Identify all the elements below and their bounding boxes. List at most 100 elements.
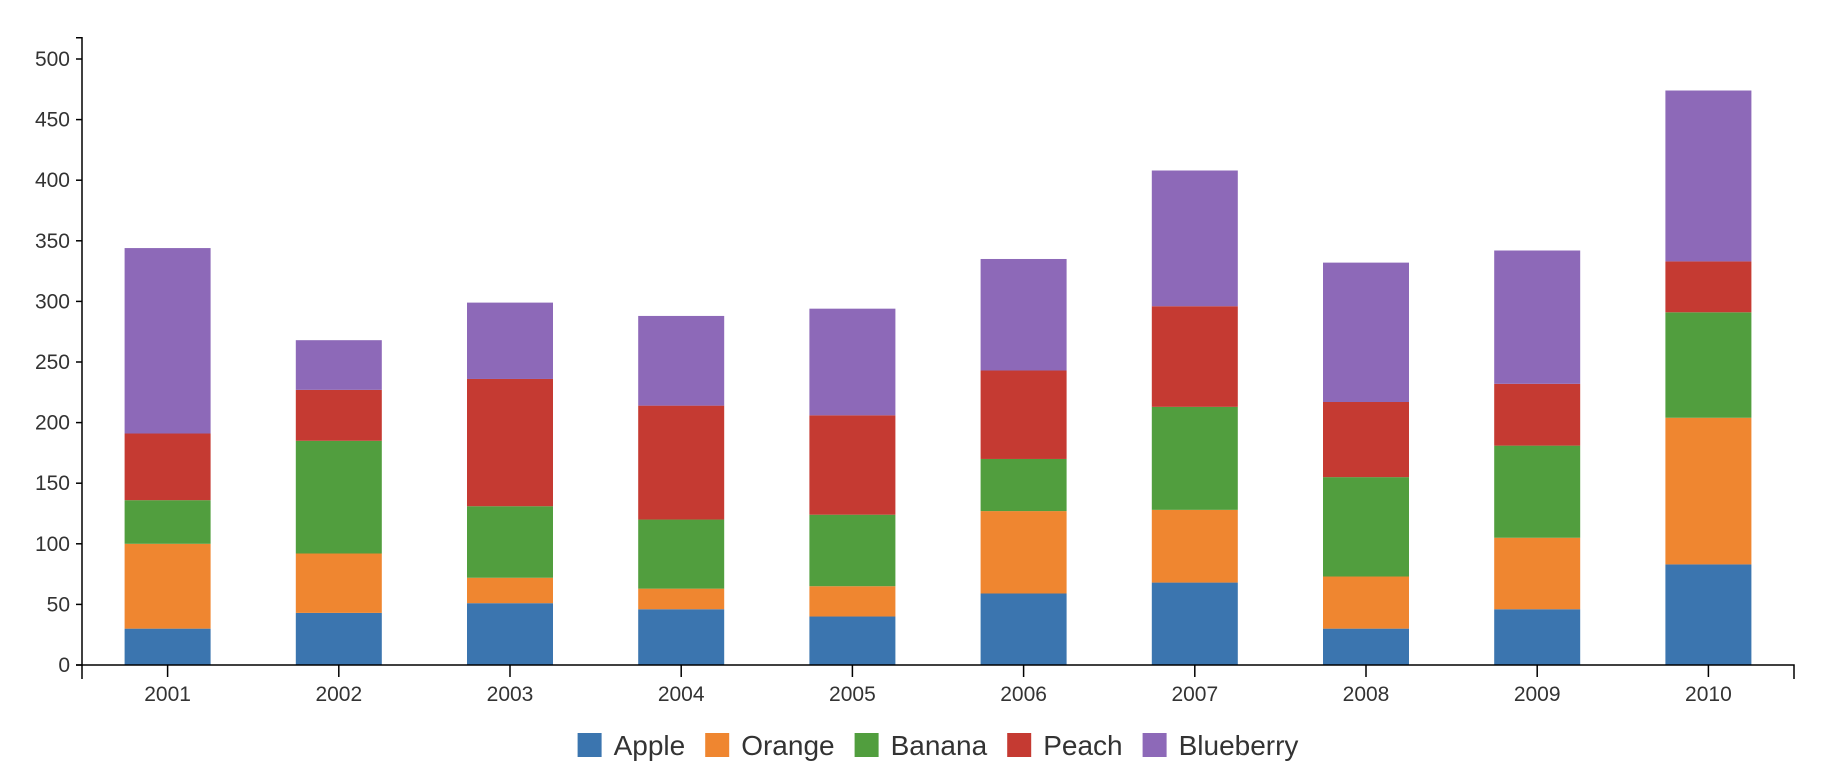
x-tick-label-2005: 2005 xyxy=(829,683,876,706)
bar-orange-2006 xyxy=(980,511,1067,594)
legend-swatch-banana xyxy=(854,733,879,757)
bar-banana-2002 xyxy=(295,440,382,554)
bar-stack-2003 xyxy=(467,302,553,665)
bar-blueberry-2001 xyxy=(124,248,211,434)
bar-apple-2005 xyxy=(809,616,896,665)
bar-stack-2009 xyxy=(1494,250,1581,665)
bar-peach-2006 xyxy=(980,370,1067,459)
x-tick-label-2006: 2006 xyxy=(1000,683,1047,706)
bar-orange-2010 xyxy=(1665,417,1752,565)
bar-stack-2007 xyxy=(1151,170,1238,665)
bar-stack-2005 xyxy=(809,308,896,665)
legend-item-banana: Banana xyxy=(854,730,988,761)
bar-orange-2007 xyxy=(1151,509,1238,583)
bar-peach-2004 xyxy=(638,405,725,520)
bar-blueberry-2007 xyxy=(1151,170,1238,307)
bar-blueberry-2008 xyxy=(1323,262,1409,402)
bar-blueberry-2004 xyxy=(638,315,725,406)
y-tick-label-400: 400 xyxy=(35,169,70,192)
y-tick-label-150: 150 xyxy=(35,472,70,495)
bar-apple-2010 xyxy=(1665,564,1752,665)
bar-banana-2009 xyxy=(1494,445,1581,538)
axes-layer: 0 50 100 150 200 250 300 350 400 450 500 2001 2002 20… xyxy=(35,37,1795,706)
legend: Apple Orange Banana Peach Blueberry xyxy=(577,730,1299,761)
bar-peach-2002 xyxy=(295,389,382,441)
bar-stack-2001 xyxy=(124,248,211,665)
legend-label-blueberry: Blueberry xyxy=(1179,730,1299,761)
bar-banana-2001 xyxy=(124,500,211,544)
legend-item-orange: Orange xyxy=(705,730,835,761)
bars-layer xyxy=(124,90,1752,665)
bar-stack-2010 xyxy=(1665,90,1752,665)
y-tick-label-350: 350 xyxy=(35,230,70,253)
bar-banana-2006 xyxy=(980,458,1067,512)
bar-banana-2004 xyxy=(638,519,725,589)
bar-orange-2001 xyxy=(124,543,211,629)
legend-swatch-peach xyxy=(1007,733,1032,757)
bar-banana-2008 xyxy=(1323,477,1409,577)
bar-apple-2007 xyxy=(1151,582,1238,665)
bar-banana-2010 xyxy=(1665,312,1752,418)
bar-apple-2003 xyxy=(467,603,553,665)
x-axis-line xyxy=(81,664,1795,679)
bar-stack-2002 xyxy=(295,340,382,665)
bar-orange-2003 xyxy=(467,577,553,604)
legend-label-peach: Peach xyxy=(1043,730,1122,761)
x-tick-label-2009: 2009 xyxy=(1514,683,1561,706)
x-tick-label-2007: 2007 xyxy=(1171,683,1218,706)
bar-peach-2003 xyxy=(467,378,553,507)
legend-item-apple: Apple xyxy=(577,730,686,761)
bar-blueberry-2009 xyxy=(1494,250,1581,384)
bar-stack-2008 xyxy=(1323,262,1409,665)
bar-blueberry-2010 xyxy=(1665,90,1752,262)
bar-blueberry-2002 xyxy=(295,340,382,390)
x-tick-label-2004: 2004 xyxy=(658,683,705,706)
bar-peach-2007 xyxy=(1151,306,1238,407)
bar-peach-2010 xyxy=(1665,261,1752,313)
legend-swatch-apple xyxy=(577,733,602,757)
bar-apple-2002 xyxy=(295,612,382,665)
bar-peach-2005 xyxy=(809,415,896,515)
bar-peach-2001 xyxy=(124,433,211,501)
x-tick-label-2003: 2003 xyxy=(487,683,534,706)
legend-swatch-orange xyxy=(705,733,730,757)
y-tick-label-500: 500 xyxy=(35,48,70,71)
bar-apple-2009 xyxy=(1494,609,1581,665)
y-tick-label-200: 200 xyxy=(35,412,70,435)
bar-apple-2008 xyxy=(1323,628,1409,665)
y-tick-label-50: 50 xyxy=(47,593,70,616)
y-axis-line xyxy=(76,37,83,666)
x-tick-label-2008: 2008 xyxy=(1343,683,1390,706)
legend-swatch-blueberry xyxy=(1142,733,1167,757)
bar-apple-2004 xyxy=(638,609,725,665)
bar-apple-2006 xyxy=(980,593,1067,665)
legend-label-orange: Orange xyxy=(741,730,834,761)
bar-stack-2006 xyxy=(980,258,1067,665)
y-tick-label-0: 0 xyxy=(58,654,70,677)
bar-orange-2004 xyxy=(638,588,725,610)
bar-banana-2005 xyxy=(809,514,896,587)
bar-apple-2001 xyxy=(124,628,211,665)
legend-label-banana: Banana xyxy=(891,730,988,761)
bar-blueberry-2005 xyxy=(809,308,896,416)
bar-peach-2009 xyxy=(1494,383,1581,446)
legend-item-peach: Peach xyxy=(1007,730,1123,761)
bar-orange-2008 xyxy=(1323,576,1409,629)
bar-orange-2005 xyxy=(809,586,896,617)
legend-item-blueberry: Blueberry xyxy=(1142,730,1299,761)
y-tick-label-300: 300 xyxy=(35,290,70,313)
legend-label-apple: Apple xyxy=(614,730,686,761)
bar-orange-2009 xyxy=(1494,537,1581,610)
y-tick-label-250: 250 xyxy=(35,351,70,374)
y-tick-label-450: 450 xyxy=(35,109,70,132)
bar-blueberry-2003 xyxy=(467,302,553,379)
bar-peach-2008 xyxy=(1323,402,1409,478)
bar-banana-2003 xyxy=(467,506,553,578)
x-tick-label-2010: 2010 xyxy=(1685,683,1732,706)
bar-orange-2002 xyxy=(295,553,382,613)
x-tick-label-2001: 2001 xyxy=(144,683,191,706)
bar-stack-2004 xyxy=(638,315,725,665)
x-tick-label-2002: 2002 xyxy=(315,683,362,706)
